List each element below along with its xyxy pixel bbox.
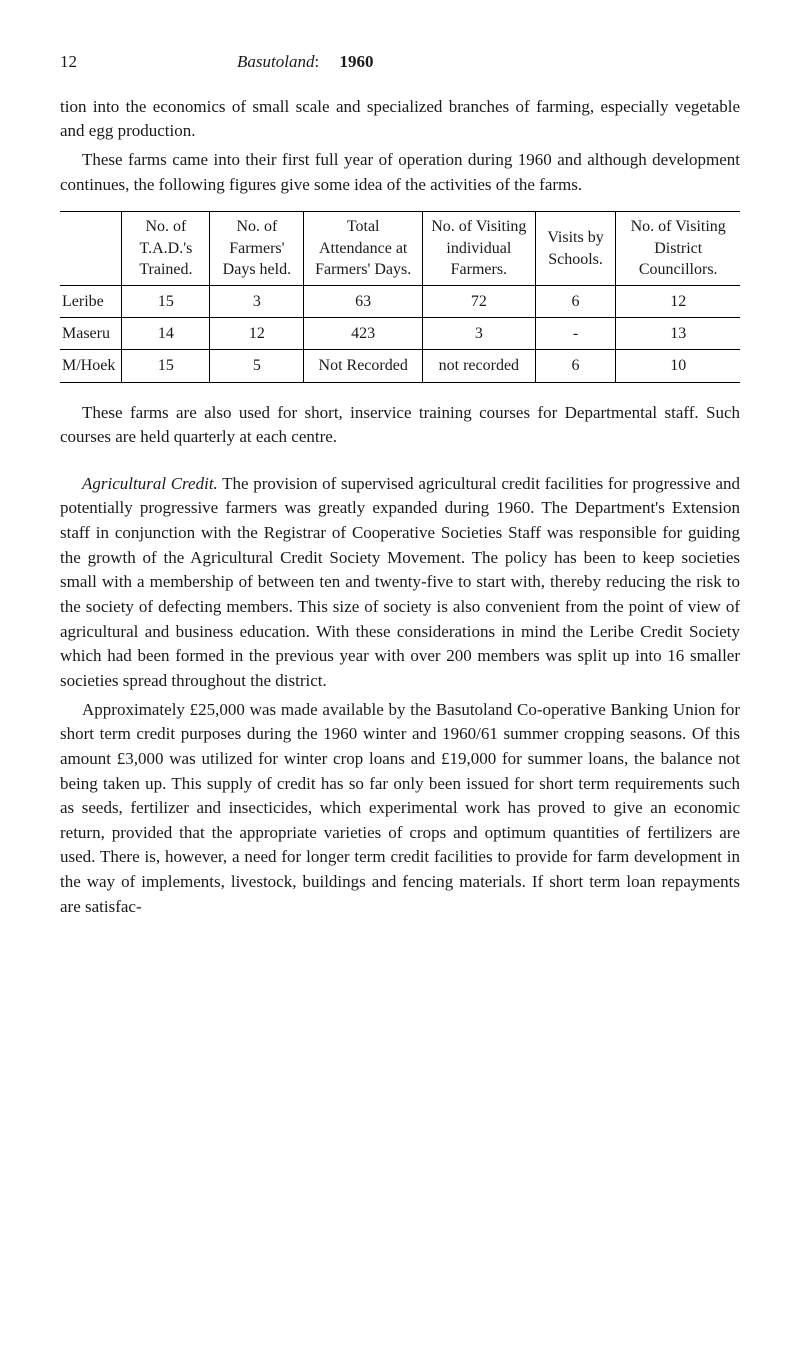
paragraph-3: These farms are also used for short, ins…	[60, 401, 740, 450]
col-header-councillors: No. of Visiting District Councillors.	[616, 212, 740, 286]
col-header-attendance: Total Attendance at Farmers' Days.	[304, 212, 423, 286]
cell: 6	[535, 350, 616, 382]
cell: 6	[535, 285, 616, 317]
col-header-trained: No. of T.A.D.'s Trained.	[122, 212, 210, 286]
cell: 5	[210, 350, 304, 382]
paragraph-5: Approximately £25,000 was made available…	[60, 698, 740, 920]
cell: 3	[210, 285, 304, 317]
cell: 12	[616, 285, 740, 317]
col-header-schools: Visits by Schools.	[535, 212, 616, 286]
cell: not recorded	[423, 350, 536, 382]
page-title: Basutoland: 1960	[237, 50, 373, 75]
cell: 15	[122, 350, 210, 382]
col-header-visiting-farmers: No. of Visiting individual Farmers.	[423, 212, 536, 286]
table-row: M/Hoek 15 5 Not Recorded not recorded 6 …	[60, 350, 740, 382]
paragraph-4: Agricultural Credit. The provision of su…	[60, 472, 740, 694]
col-header-days-held: No. of Farmers' Days held.	[210, 212, 304, 286]
paragraph-1: tion into the economics of small scale a…	[60, 95, 740, 144]
cell: Maseru	[60, 318, 122, 350]
cell: Leribe	[60, 285, 122, 317]
cell: -	[535, 318, 616, 350]
cell: M/Hoek	[60, 350, 122, 382]
cell: Not Recorded	[304, 350, 423, 382]
para4-lead: Agricultural Credit.	[82, 474, 218, 493]
page-header: 12 Basutoland: 1960	[60, 50, 740, 75]
cell: 15	[122, 285, 210, 317]
cell: 72	[423, 285, 536, 317]
paragraph-2: These farms came into their first full y…	[60, 148, 740, 197]
cell: 3	[423, 318, 536, 350]
title-sep: :	[314, 52, 319, 71]
title-italic: Basutoland	[237, 52, 314, 71]
cell: 14	[122, 318, 210, 350]
table-row: Maseru 14 12 423 3 - 13	[60, 318, 740, 350]
farms-table: No. of T.A.D.'s Trained. No. of Farmers'…	[60, 211, 740, 382]
cell: 10	[616, 350, 740, 382]
cell: 12	[210, 318, 304, 350]
cell: 13	[616, 318, 740, 350]
cell: 63	[304, 285, 423, 317]
page-number: 12	[60, 50, 77, 75]
cell: 423	[304, 318, 423, 350]
table-header-row: No. of T.A.D.'s Trained. No. of Farmers'…	[60, 212, 740, 286]
title-year: 1960	[339, 52, 373, 71]
col-header-blank	[60, 212, 122, 286]
para4-body: The provision of supervised agricultural…	[60, 474, 740, 690]
table-row: Leribe 15 3 63 72 6 12	[60, 285, 740, 317]
